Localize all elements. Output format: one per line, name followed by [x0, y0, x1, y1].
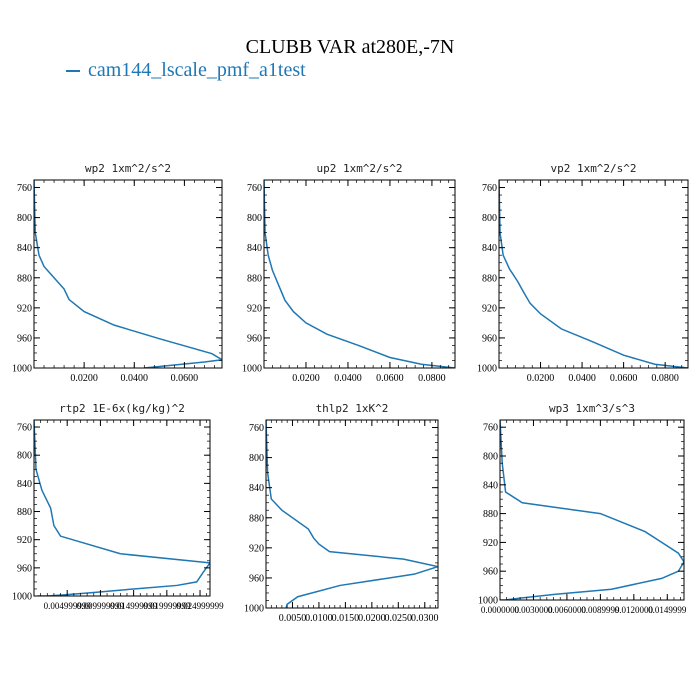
legend: cam144_lscale_pmf_a1test	[66, 59, 306, 82]
y-tick-label: 880	[249, 513, 264, 524]
y-tick-label: 760	[247, 183, 262, 194]
panel-title: wp2 1xm^2/s^2	[85, 162, 171, 175]
y-tick-label: 920	[483, 538, 498, 549]
x-tick-label: 0.0800	[651, 373, 679, 384]
x-tick-label: 0.0149999	[648, 605, 687, 615]
series-line	[499, 180, 688, 368]
series-line	[266, 420, 438, 608]
x-tick-label: 0.004999999	[44, 601, 92, 611]
panel-4: rtp2 1E-6x(kg/kg)^2 760 800 840 880 920 960 100…	[12, 402, 224, 611]
x-tick-label: 0.0000000	[481, 605, 520, 615]
x-tick-label: 0.0100	[305, 613, 333, 624]
panel-5: thlp2 1xK^276080084088092096010000.00500…	[244, 402, 439, 624]
panel-title: wp3 1xm^3/s^3	[549, 402, 635, 415]
y-tick-label: 840	[17, 479, 32, 490]
y-tick-label: 1000	[12, 592, 32, 603]
y-tick-label: 840	[482, 243, 497, 254]
x-tick-label: 0.0200	[292, 373, 320, 384]
y-tick-label: 800	[249, 453, 264, 464]
panel-3: vp2 1xm^2/s^2 760 800 840 880 920 960 1000 0.020…	[477, 162, 689, 384]
y-tick-label: 840	[483, 480, 498, 491]
x-tick-label: 0.0089999	[581, 605, 620, 615]
x-tick-label: 0.0600	[376, 373, 404, 384]
x-tick-label: 0.0200	[358, 613, 386, 624]
y-tick-label: 760	[483, 423, 498, 434]
y-tick-label: 960	[249, 573, 264, 584]
x-tick-label: 0.0200	[527, 373, 555, 384]
y-tick-label: 800	[482, 213, 497, 224]
figure-title: CLUBB VAR at280E,-7N	[245, 36, 455, 58]
y-tick-label: 840	[17, 243, 32, 254]
axes-frame	[498, 179, 689, 369]
x-tick-label: 0.024999999	[176, 601, 224, 611]
axes-frame	[265, 419, 439, 609]
panel-title: thlp2 1xK^2	[316, 402, 389, 415]
x-tick-label: 0.0050	[279, 613, 307, 624]
x-tick-label: 0.0800	[418, 373, 446, 384]
y-tick-label: 800	[17, 451, 32, 462]
x-tick-label: 0.0150	[332, 613, 360, 624]
series-line	[500, 420, 684, 600]
series-line	[264, 180, 455, 368]
y-tick-label: 1000	[244, 604, 264, 615]
x-tick-label: 0.0250	[385, 613, 413, 624]
series-line	[34, 420, 210, 596]
axes-frame	[499, 419, 685, 601]
y-tick-label: 960	[17, 333, 32, 344]
panel-title: vp2 1xm^2/s^2	[550, 162, 636, 175]
y-tick-label: 1000	[12, 364, 32, 375]
y-tick-label: 1000	[478, 596, 498, 607]
x-tick-label: 0.0030000	[514, 605, 553, 615]
x-tick-label: 0.0300	[411, 613, 439, 624]
y-tick-label: 880	[17, 273, 32, 284]
y-tick-label: 960	[247, 333, 262, 344]
axes-frame	[263, 179, 456, 369]
y-tick-label: 1000	[477, 364, 497, 375]
x-tick-label: 0.0400	[334, 373, 362, 384]
y-tick-label: 960	[482, 333, 497, 344]
x-tick-label: 0.0060000	[548, 605, 587, 615]
y-tick-label: 960	[17, 563, 32, 574]
x-tick-label: 0.0400	[121, 373, 149, 384]
y-tick-label: 880	[247, 273, 262, 284]
y-tick-label: 760	[482, 183, 497, 194]
x-tick-label: 0.0600	[171, 373, 199, 384]
y-tick-label: 760	[249, 423, 264, 434]
y-tick-label: 920	[249, 543, 264, 554]
x-tick-label: 0.0400	[568, 373, 596, 384]
y-tick-label: 920	[17, 535, 32, 546]
y-tick-label: 920	[247, 303, 262, 314]
panel-title: up2 1xm^2/s^2	[316, 162, 402, 175]
y-tick-label: 1000	[242, 364, 262, 375]
x-tick-label: 0.009999999	[77, 601, 125, 611]
x-tick-label: 0.0120000	[615, 605, 654, 615]
panel-title: rtp2 1E-6x(kg/kg)^2	[59, 402, 185, 415]
panel-1: wp2 1xm^2/s^2 760 800 840 880 920 960 1000 0.020…	[12, 162, 223, 384]
y-tick-label: 880	[483, 509, 498, 520]
x-tick-label: 0.0600	[610, 373, 638, 384]
panel-6: wp3 1xm^3/s^3 760 800 840 880 920 960 10000.000…	[478, 402, 687, 615]
y-tick-label: 880	[482, 273, 497, 284]
y-tick-label: 840	[249, 483, 264, 494]
y-tick-label: 880	[17, 507, 32, 518]
y-tick-label: 800	[247, 213, 262, 224]
legend-swatch	[66, 70, 80, 73]
y-tick-label: 760	[17, 423, 32, 434]
y-tick-label: 760	[17, 183, 32, 194]
legend-label: cam144_lscale_pmf_a1test	[88, 59, 306, 81]
y-tick-label: 920	[482, 303, 497, 314]
x-tick-label: 0.014999999	[110, 601, 158, 611]
y-tick-label: 840	[247, 243, 262, 254]
y-tick-label: 920	[17, 303, 32, 314]
panel-2: up2 1xm^2/s^2 760 800 840 880 920 960 1000 0.020…	[242, 162, 456, 384]
y-tick-label: 800	[483, 452, 498, 463]
x-tick-label: 0.019999999	[143, 601, 191, 611]
axes-frame	[33, 419, 211, 597]
x-tick-label: 0.0200	[70, 373, 98, 384]
y-tick-label: 800	[17, 213, 32, 224]
axes-frame	[33, 179, 223, 369]
y-tick-label: 960	[483, 567, 498, 578]
series-line	[34, 180, 222, 368]
